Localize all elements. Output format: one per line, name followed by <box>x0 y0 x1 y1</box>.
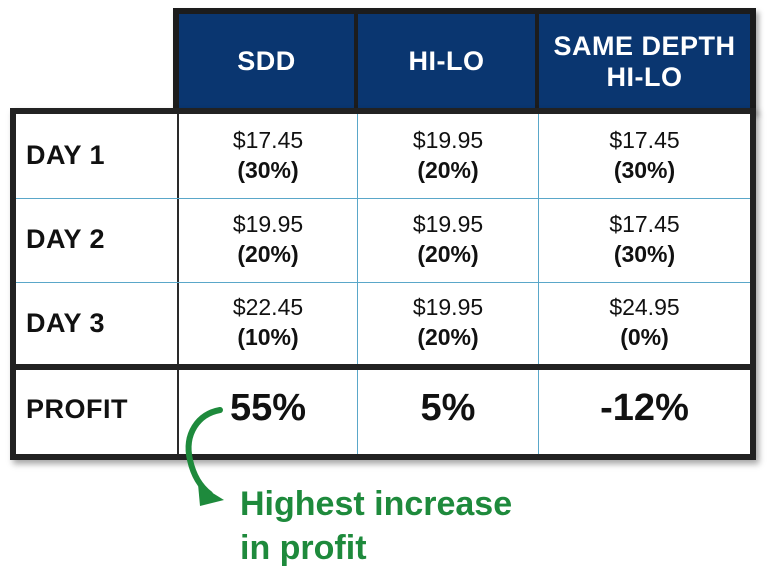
column-header-hi-lo: HI-LO <box>358 14 535 109</box>
table-cell: $19.95 (20%) <box>232 211 304 267</box>
table-cell: $17.45 (30%) <box>609 211 680 267</box>
row-label-day-2: DAY 2 <box>26 224 106 254</box>
table-cell: $24.95 (0%) <box>609 294 680 350</box>
column-divider <box>538 114 539 454</box>
table-cell: $19.95 (20%) <box>412 211 484 267</box>
annotation-text: Highest increase in profit <box>240 485 513 567</box>
column-header-same-depth-hi-lo: SAME DEPTH HI-LO <box>539 14 750 109</box>
row-divider <box>16 198 750 199</box>
row-label-day-1: DAY 1 <box>26 140 106 170</box>
row-label-day-3: DAY 3 <box>26 308 106 338</box>
table-cell: $19.95 (20%) <box>412 294 484 350</box>
column-divider <box>357 114 358 454</box>
profit-separator <box>16 364 750 370</box>
column-header-sdd: SDD <box>179 14 354 109</box>
table-cell: $17.45 (30%) <box>609 127 680 183</box>
profit-value-hi-lo: 5% <box>420 387 476 429</box>
row-divider <box>16 282 750 283</box>
table-cell: $19.95 (20%) <box>412 127 484 183</box>
table-cell: $22.45 (10%) <box>232 294 304 350</box>
profit-value-sdd: 55% <box>229 387 307 429</box>
row-label-profit: PROFIT <box>26 394 128 424</box>
column-divider <box>177 114 179 454</box>
table-body: DAY 1 $17.45 (30%) $19.95 (20%) $17.45 (30%… <box>10 108 756 460</box>
table-header: SDD HI-LO SAME DEPTH HI-LO <box>173 8 756 112</box>
table-cell: $17.45 (30%) <box>232 127 304 183</box>
curved-arrow-icon <box>185 407 224 506</box>
profit-value-same-depth: -12% <box>600 387 689 429</box>
